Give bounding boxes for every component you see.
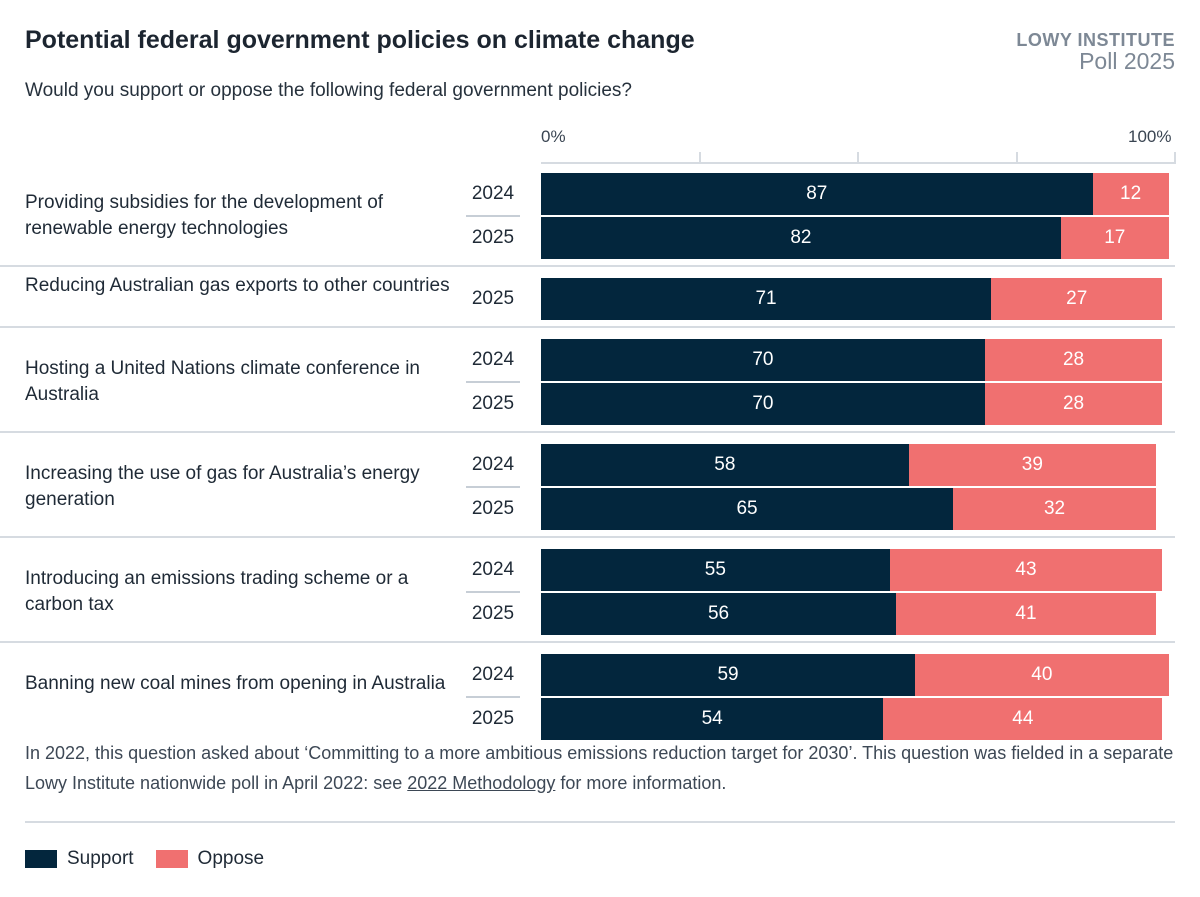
year-label: 2025 (471, 498, 515, 519)
bar-support: 71 (541, 278, 992, 320)
gridline-tick (698, 152, 701, 164)
bar-support: 54 (541, 698, 884, 740)
brand-poll: Poll 2025 (1079, 48, 1175, 74)
legend: Support Oppose (25, 848, 264, 870)
category-label: Banning new coal mines from opening in A… (25, 673, 446, 694)
bar-support: 58 (541, 444, 909, 486)
chart-subtitle: Would you support or oppose the followin… (25, 80, 632, 101)
year-divider (466, 486, 520, 488)
category-label: Introducing an emissions trading scheme … (25, 568, 409, 615)
bar-oppose: 27 (991, 278, 1163, 320)
year-divider (466, 381, 520, 383)
year-label: 2025 (471, 227, 515, 248)
gridline-tick (1015, 152, 1018, 164)
chart-title: Potential federal government policies on… (25, 26, 695, 54)
footnote: In 2022, this question asked about ‘Comm… (25, 738, 1185, 798)
bar-support: 70 (541, 339, 985, 381)
legend-swatch-oppose (155, 850, 188, 868)
footnote-text-end: for more information. (555, 773, 727, 793)
legend-label-oppose: Oppose (197, 848, 265, 869)
year-divider (466, 591, 520, 593)
bar-support: 56 (541, 593, 897, 635)
tick-label-100: 100% (1128, 127, 1172, 146)
bar-oppose: 44 (883, 698, 1163, 740)
bar-oppose: 32 (953, 488, 1156, 530)
group-divider (0, 326, 1175, 328)
bar-oppose: 28 (984, 339, 1163, 381)
category-label: Providing subsidies for the development … (25, 192, 384, 239)
divider (25, 821, 1175, 823)
year-divider (466, 696, 520, 698)
gridline-tick (857, 152, 859, 164)
bar-oppose: 12 (1092, 173, 1169, 215)
year-label: 2024 (471, 454, 515, 475)
bar-support: 65 (541, 488, 954, 530)
year-label: 2025 (471, 393, 515, 414)
category-label: Increasing the use of gas for Australia’… (25, 463, 420, 510)
methodology-link[interactable]: 2022 Methodology (407, 773, 556, 793)
brand-name: LOWY INSTITUTE (1016, 30, 1175, 50)
footnote-text: In 2022, this question asked about ‘Comm… (25, 743, 1174, 793)
bar-support: 70 (541, 383, 985, 425)
gridline-tick (1174, 152, 1176, 164)
category-label: Reducing Australian gas exports to other… (25, 275, 450, 296)
bar-support: 82 (541, 217, 1061, 259)
category-label: Hosting a United Nations climate confere… (25, 358, 420, 405)
bar-support: 87 (541, 173, 1093, 215)
year-label: 2024 (471, 183, 515, 204)
year-label: 2025 (471, 288, 515, 309)
year-divider (466, 215, 520, 217)
group-divider (0, 431, 1175, 433)
bar-oppose: 41 (896, 593, 1156, 635)
bar-support: 59 (541, 654, 916, 696)
bar-oppose: 43 (889, 549, 1163, 591)
year-label: 2024 (471, 664, 515, 685)
bar-oppose: 39 (908, 444, 1156, 486)
bar-oppose: 28 (984, 383, 1163, 425)
year-label: 2025 (471, 603, 515, 624)
year-label: 2024 (471, 349, 515, 370)
bar-support: 55 (541, 549, 890, 591)
year-label: 2024 (471, 559, 515, 580)
legend-swatch-support (25, 850, 57, 868)
year-label: 2025 (471, 708, 515, 729)
group-divider (0, 265, 1175, 267)
legend-label-support: Support (67, 848, 134, 869)
bar-oppose: 40 (915, 654, 1169, 696)
group-divider (0, 536, 1175, 538)
bar-oppose: 17 (1060, 217, 1169, 259)
tick-label-0: 0% (541, 127, 566, 146)
group-divider (0, 641, 1175, 643)
